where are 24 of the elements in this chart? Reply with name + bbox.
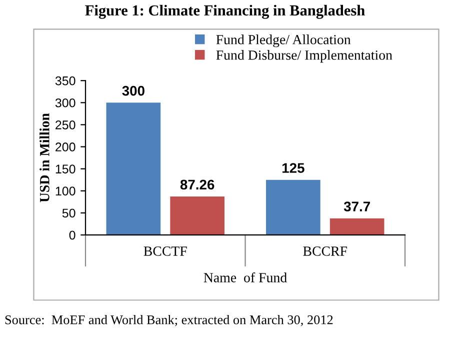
x-tick-label: BCCRF xyxy=(303,246,348,256)
y-tick-label: 150 xyxy=(56,164,76,174)
y-tick-label: 0 xyxy=(69,230,76,240)
y-tick-label: 350 xyxy=(55,76,76,86)
data-label: 125 xyxy=(282,163,304,173)
legend-label: Fund Pledge/ Allocation xyxy=(216,34,351,48)
y-tick-label: 250 xyxy=(56,120,76,130)
y-tick-label: 300 xyxy=(55,98,76,108)
y-axis-title: USD in Million xyxy=(40,113,50,202)
bar xyxy=(106,102,161,235)
source-note: Source: MoEF and World Bank; extracted on March 30, 2012 xyxy=(5,314,333,326)
bar xyxy=(330,218,384,235)
y-tick-label: 100 xyxy=(56,186,76,196)
x-tick-label: BCCTF xyxy=(144,246,187,256)
legend-label: Fund Disburse/ Implementation xyxy=(216,50,392,63)
x-axis-title: Name of Fund xyxy=(204,272,287,282)
data-label: 87.26 xyxy=(180,180,214,190)
data-label: 37.7 xyxy=(344,202,370,212)
bar xyxy=(170,196,224,235)
y-tick-label: 200 xyxy=(56,142,76,152)
chart-title: Figure 1: Climate Financing in Bangladesh xyxy=(85,4,365,19)
bar xyxy=(266,180,320,235)
data-label: 300 xyxy=(122,86,144,96)
y-tick-label: 50 xyxy=(62,208,76,218)
